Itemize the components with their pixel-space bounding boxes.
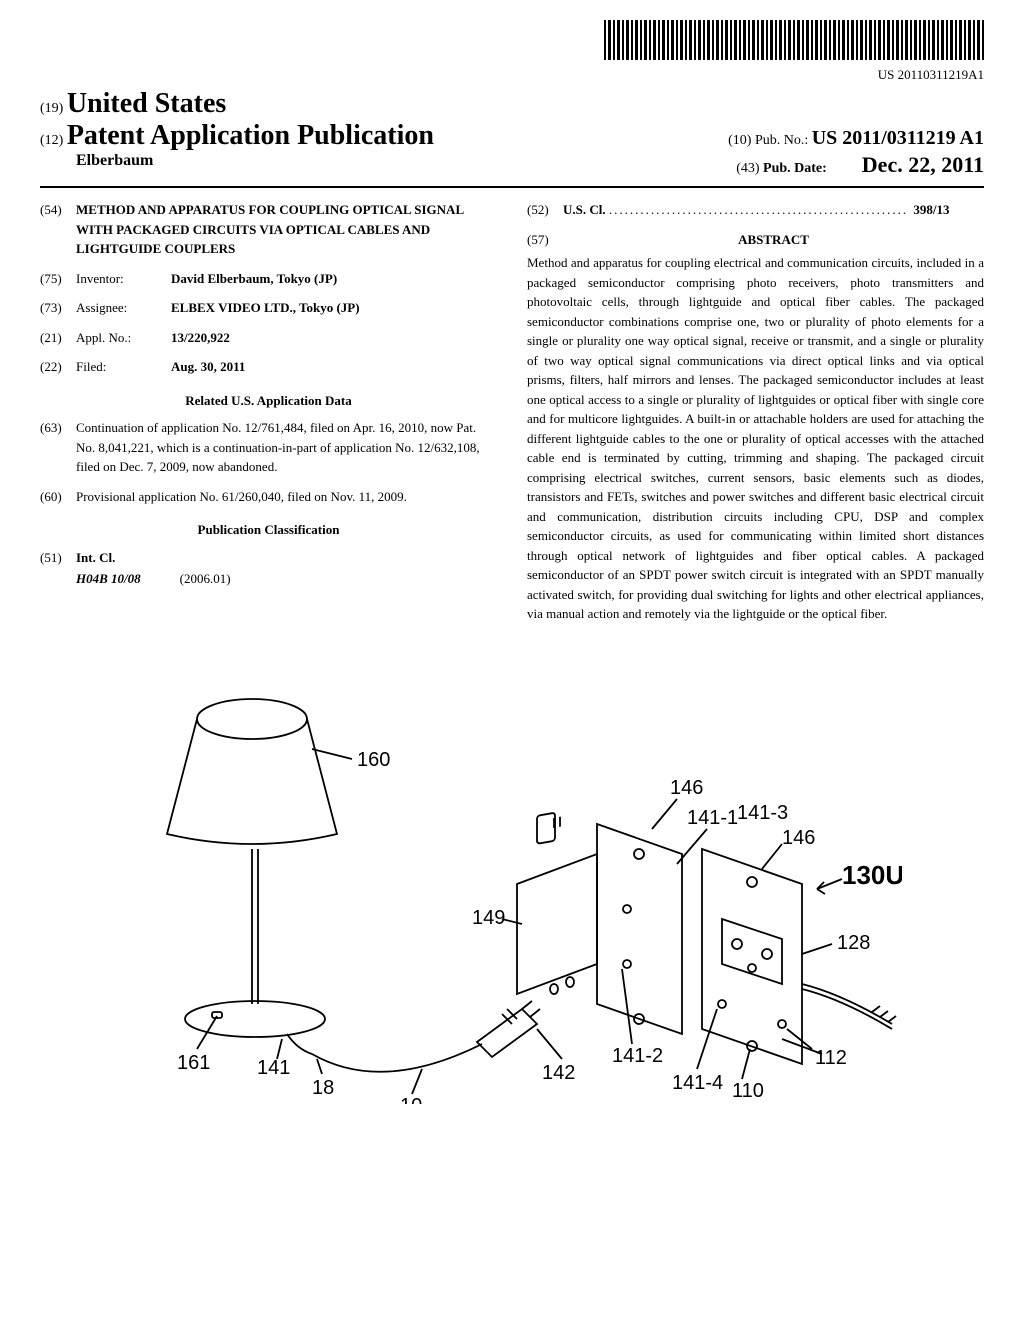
pub-no-num: (10) bbox=[728, 133, 751, 148]
fig-label-146b: 146 bbox=[782, 827, 815, 849]
filed-num: (22) bbox=[40, 357, 76, 377]
pub-no-block: (10) Pub. No.: US 2011/0311219 A1 bbox=[728, 127, 984, 150]
us-cl-num: (52) bbox=[527, 200, 563, 220]
appl-no-label: Appl. No.: bbox=[76, 328, 171, 348]
left-column: (54) METHOD AND APPARATUS FOR COUPLING O… bbox=[40, 200, 497, 624]
assignee-num: (73) bbox=[40, 298, 76, 318]
right-column: (52) U.S. Cl. ..........................… bbox=[527, 200, 984, 624]
fig-label-141-2: 141-2 bbox=[612, 1045, 663, 1067]
title-field: (54) METHOD AND APPARATUS FOR COUPLING O… bbox=[40, 200, 497, 259]
country-num: (19) bbox=[40, 101, 63, 116]
us-cl-dots: ........................................… bbox=[609, 202, 914, 217]
fig-label-18: 18 bbox=[312, 1077, 334, 1099]
abstract-text: Method and apparatus for coupling electr… bbox=[527, 253, 984, 624]
barcode-text: US 20110311219A1 bbox=[40, 67, 984, 83]
header: (19) United States (12) Patent Applicati… bbox=[40, 88, 984, 178]
provisional-text: Provisional application No. 61/260,040, … bbox=[76, 487, 497, 507]
related-heading: Related U.S. Application Data bbox=[40, 391, 497, 411]
fig-label-161: 161 bbox=[177, 1052, 210, 1074]
provisional-field: (60) Provisional application No. 61/260,… bbox=[40, 487, 497, 507]
pub-date-block: (43) Pub. Date: Dec. 22, 2011 bbox=[736, 152, 984, 178]
provisional-num: (60) bbox=[40, 487, 76, 507]
country-line: (19) United States bbox=[40, 88, 984, 120]
pub-date-num: (43) bbox=[736, 161, 759, 176]
title-text: METHOD AND APPARATUS FOR COUPLING OPTICA… bbox=[76, 200, 497, 259]
int-cl-label: Int. Cl. bbox=[76, 548, 497, 568]
int-cl-year: (2006.01) bbox=[180, 571, 231, 586]
fig-label-128: 128 bbox=[837, 932, 870, 954]
us-cl-code: 398/13 bbox=[913, 202, 949, 217]
filed-label: Filed: bbox=[76, 357, 171, 377]
filed-field: (22) Filed: Aug. 30, 2011 bbox=[40, 357, 497, 377]
pub-type-num: (12) bbox=[40, 133, 63, 148]
abstract-label: ABSTRACT bbox=[563, 230, 984, 250]
appl-no-num: (21) bbox=[40, 328, 76, 348]
author-name: Elberbaum bbox=[76, 152, 153, 169]
assignee-field: (73) Assignee: ELBEX VIDEO LTD., Tokyo (… bbox=[40, 298, 497, 318]
fig-label-10: 10 bbox=[400, 1095, 422, 1104]
fig-label-141-3: 141-3 bbox=[737, 802, 788, 824]
fig-label-149: 149 bbox=[472, 907, 505, 929]
title-num: (54) bbox=[40, 200, 76, 259]
figure-area: 160 146 146 141-1 141-3 149 128 142 112 … bbox=[40, 654, 984, 1109]
appl-no-value: 13/220,922 bbox=[171, 328, 497, 348]
author-line: Elberbaum (43) Pub. Date: Dec. 22, 2011 bbox=[40, 152, 984, 178]
inventor-value: David Elberbaum, Tokyo (JP) bbox=[171, 269, 497, 289]
int-cl-code: H04B 10/08 bbox=[76, 571, 141, 586]
pub-no: US 2011/0311219 A1 bbox=[812, 127, 984, 149]
country-name: United States bbox=[67, 88, 226, 119]
pub-type: Patent Application Publication bbox=[67, 120, 434, 151]
barcode-section: US 20110311219A1 bbox=[40, 20, 984, 83]
main-content: (54) METHOD AND APPARATUS FOR COUPLING O… bbox=[40, 200, 984, 624]
fig-label-130U: 130U bbox=[842, 860, 902, 890]
fig-label-160: 160 bbox=[357, 749, 390, 771]
continuation-num: (63) bbox=[40, 418, 76, 477]
continuation-text: Continuation of application No. 12/761,4… bbox=[76, 418, 497, 477]
fig-label-146a: 146 bbox=[670, 777, 703, 799]
fig-label-141-4: 141-4 bbox=[672, 1072, 723, 1094]
int-cl-codes: H04B 10/08 (2006.01) bbox=[76, 569, 497, 589]
us-cl-label: U.S. Cl. bbox=[563, 202, 606, 217]
assignee-value: ELBEX VIDEO LTD., Tokyo (JP) bbox=[171, 298, 497, 318]
fig-label-142: 142 bbox=[542, 1062, 575, 1084]
assignee-label: Assignee: bbox=[76, 298, 171, 318]
fig-label-110: 110 bbox=[732, 1080, 764, 1102]
classification-heading: Publication Classification bbox=[40, 520, 497, 540]
header-divider bbox=[40, 186, 984, 188]
fig-label-141-1: 141-1 bbox=[687, 807, 738, 829]
inventor-label: Inventor: bbox=[76, 269, 171, 289]
filed-value: Aug. 30, 2011 bbox=[171, 357, 497, 377]
patent-figure: 160 146 146 141-1 141-3 149 128 142 112 … bbox=[122, 654, 902, 1104]
appl-no-field: (21) Appl. No.: 13/220,922 bbox=[40, 328, 497, 348]
inventor-num: (75) bbox=[40, 269, 76, 289]
fig-label-141: 141 bbox=[257, 1057, 290, 1079]
pub-date-label: Pub. Date: bbox=[763, 161, 827, 176]
continuation-field: (63) Continuation of application No. 12/… bbox=[40, 418, 497, 477]
pub-type-line: (12) Patent Application Publication (10)… bbox=[40, 120, 984, 152]
fig-label-112: 112 bbox=[815, 1047, 847, 1069]
abstract-num: (57) bbox=[527, 230, 563, 250]
pub-no-label: Pub. No.: bbox=[755, 133, 808, 148]
abstract-header: (57) ABSTRACT bbox=[527, 230, 984, 250]
pub-date: Dec. 22, 2011 bbox=[862, 152, 984, 177]
barcode-graphic bbox=[604, 20, 984, 60]
int-cl-field: (51) Int. Cl. bbox=[40, 548, 497, 568]
us-cl-field: (52) U.S. Cl. ..........................… bbox=[527, 200, 984, 220]
inventor-field: (75) Inventor: David Elberbaum, Tokyo (J… bbox=[40, 269, 497, 289]
int-cl-num: (51) bbox=[40, 548, 76, 568]
